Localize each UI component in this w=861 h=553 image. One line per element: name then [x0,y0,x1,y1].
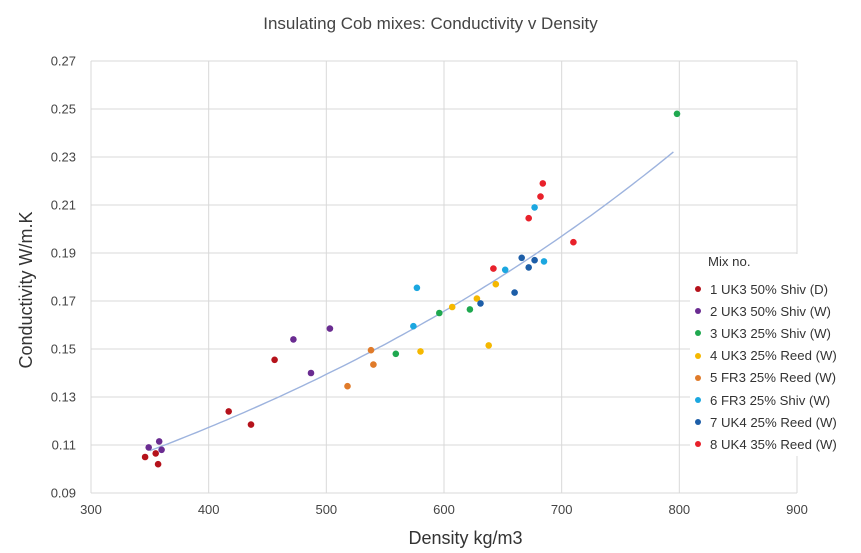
legend-marker [695,441,701,448]
data-point-series-2 [290,336,297,343]
chart-title: Insulating Cob mixes: Conductivity v Den… [263,14,598,33]
trendline-group [149,151,674,452]
data-point-series-5 [370,361,377,368]
data-point-series-4 [492,280,500,288]
x-axis-label: Density kg/m3 [408,528,523,548]
legend-item: 3 UK3 25% Shiv (W) [690,322,861,344]
legend-marker [695,419,701,426]
x-tick-label: 400 [198,502,220,517]
y-axis-label: Conductivity W/m.K [16,211,36,369]
legend-item: 2 UK3 50% Shiv (W) [690,300,861,322]
data-point-series-1 [152,450,159,457]
legend-items: 1 UK3 50% Shiv (D) 2 UK3 50% Shiv (W) 3 UK… [690,278,861,456]
legend-item: 5 FR3 25% Reed (W) [690,367,861,389]
legend-label: 7 UK4 25% Reed (W) [710,414,837,430]
data-point-series-4 [473,295,481,302]
x-tick-label: 300 [80,502,102,517]
legend-marker [695,308,701,315]
data-point-series-4 [417,348,424,355]
y-tick-label: 0.09 [51,486,76,501]
data-point-series-7 [511,289,518,296]
y-tick-label: 0.15 [51,342,76,357]
data-point-series-7 [525,264,532,271]
data-point-series-6 [410,322,417,330]
y-tick-label: 0.17 [51,294,76,309]
data-point-series-1 [154,460,162,468]
legend-label: 5 FR3 25% Reed (W) [710,370,837,386]
y-tick-label: 0.13 [51,390,76,405]
legend-label: 4 UK3 25% Reed (W) [710,348,837,364]
data-point-series-6 [540,258,548,265]
y-tick-label: 0.25 [51,102,76,117]
data-point-series-1 [271,356,278,364]
data-point-series-2 [307,369,315,377]
data-point-series-3 [673,110,681,118]
x-axis-ticks: 300 400 500 600 700 800 900 [80,502,808,517]
x-tick-label: 900 [786,502,808,517]
data-point-series-3 [436,309,443,317]
data-point-series-7 [477,300,484,307]
legend-marker [695,397,701,404]
y-tick-label: 0.11 [52,438,76,453]
legend-marker [695,352,701,359]
legend-item: 1 UK3 50% Shiv (D) [690,278,861,300]
data-point-series-7 [531,256,538,264]
data-point-series-2 [155,438,163,445]
data-point-series-1 [225,408,232,415]
y-tick-label: 0.23 [51,150,76,165]
data-point-series-2 [158,446,165,454]
x-tick-label: 500 [315,502,337,517]
data-point-series-6 [501,266,509,274]
data-point-series-5 [367,346,375,354]
data-point-series-2 [145,444,152,451]
legend-label: 3 UK3 25% Shiv (W) [710,325,831,341]
legend-label: 1 UK3 50% Shiv (D) [710,281,828,297]
data-points [141,110,681,468]
data-point-series-8 [570,238,577,246]
x-tick-label: 700 [551,502,573,517]
legend-label: 8 UK4 35% Reed (W) [710,436,837,452]
legend-title: Mix no. [708,254,751,269]
data-point-series-8 [525,214,532,222]
y-tick-label: 0.19 [51,246,76,261]
data-point-series-4 [485,342,493,349]
data-point-series-1 [247,421,255,428]
y-tick-label: 0.21 [51,198,76,213]
legend-marker [695,286,701,293]
legend-label: 2 UK3 50% Shiv (W) [710,303,831,319]
data-point-series-8 [539,180,547,187]
data-point-series-8 [490,265,497,272]
trendline [149,151,674,452]
x-tick-label: 600 [433,502,455,517]
data-point-series-5 [344,382,351,390]
data-point-series-3 [392,350,400,358]
data-point-series-8 [537,193,544,200]
x-tick-label: 800 [668,502,690,517]
legend-item: 4 UK3 25% Reed (W) [690,345,861,367]
data-point-series-7 [518,254,525,262]
data-point-series-1 [141,453,149,461]
y-tick-label: 0.27 [51,54,76,69]
data-point-series-6 [413,284,421,292]
legend: Mix no. 1 UK3 50% Shiv (D) 2 UK3 50% Shiv… [690,254,861,456]
legend-item: 6 FR3 25% Shiv (W) [690,389,861,411]
legend-item: 7 UK4 25% Reed (W) [690,411,861,433]
data-point-series-2 [326,325,334,332]
grid [90,60,798,494]
data-point-series-3 [466,306,474,313]
legend-marker [695,374,701,381]
legend-label: 6 FR3 25% Shiv (W) [710,392,831,408]
data-point-series-4 [448,303,456,311]
legend-marker [695,330,701,337]
legend-item: 8 UK4 35% Reed (W) [690,433,861,455]
y-axis-ticks: 0.09 0.11 0.13 0.15 0.17 0.19 0.21 0.23 0.25 0.27 [51,54,76,501]
data-point-series-6 [531,204,538,211]
